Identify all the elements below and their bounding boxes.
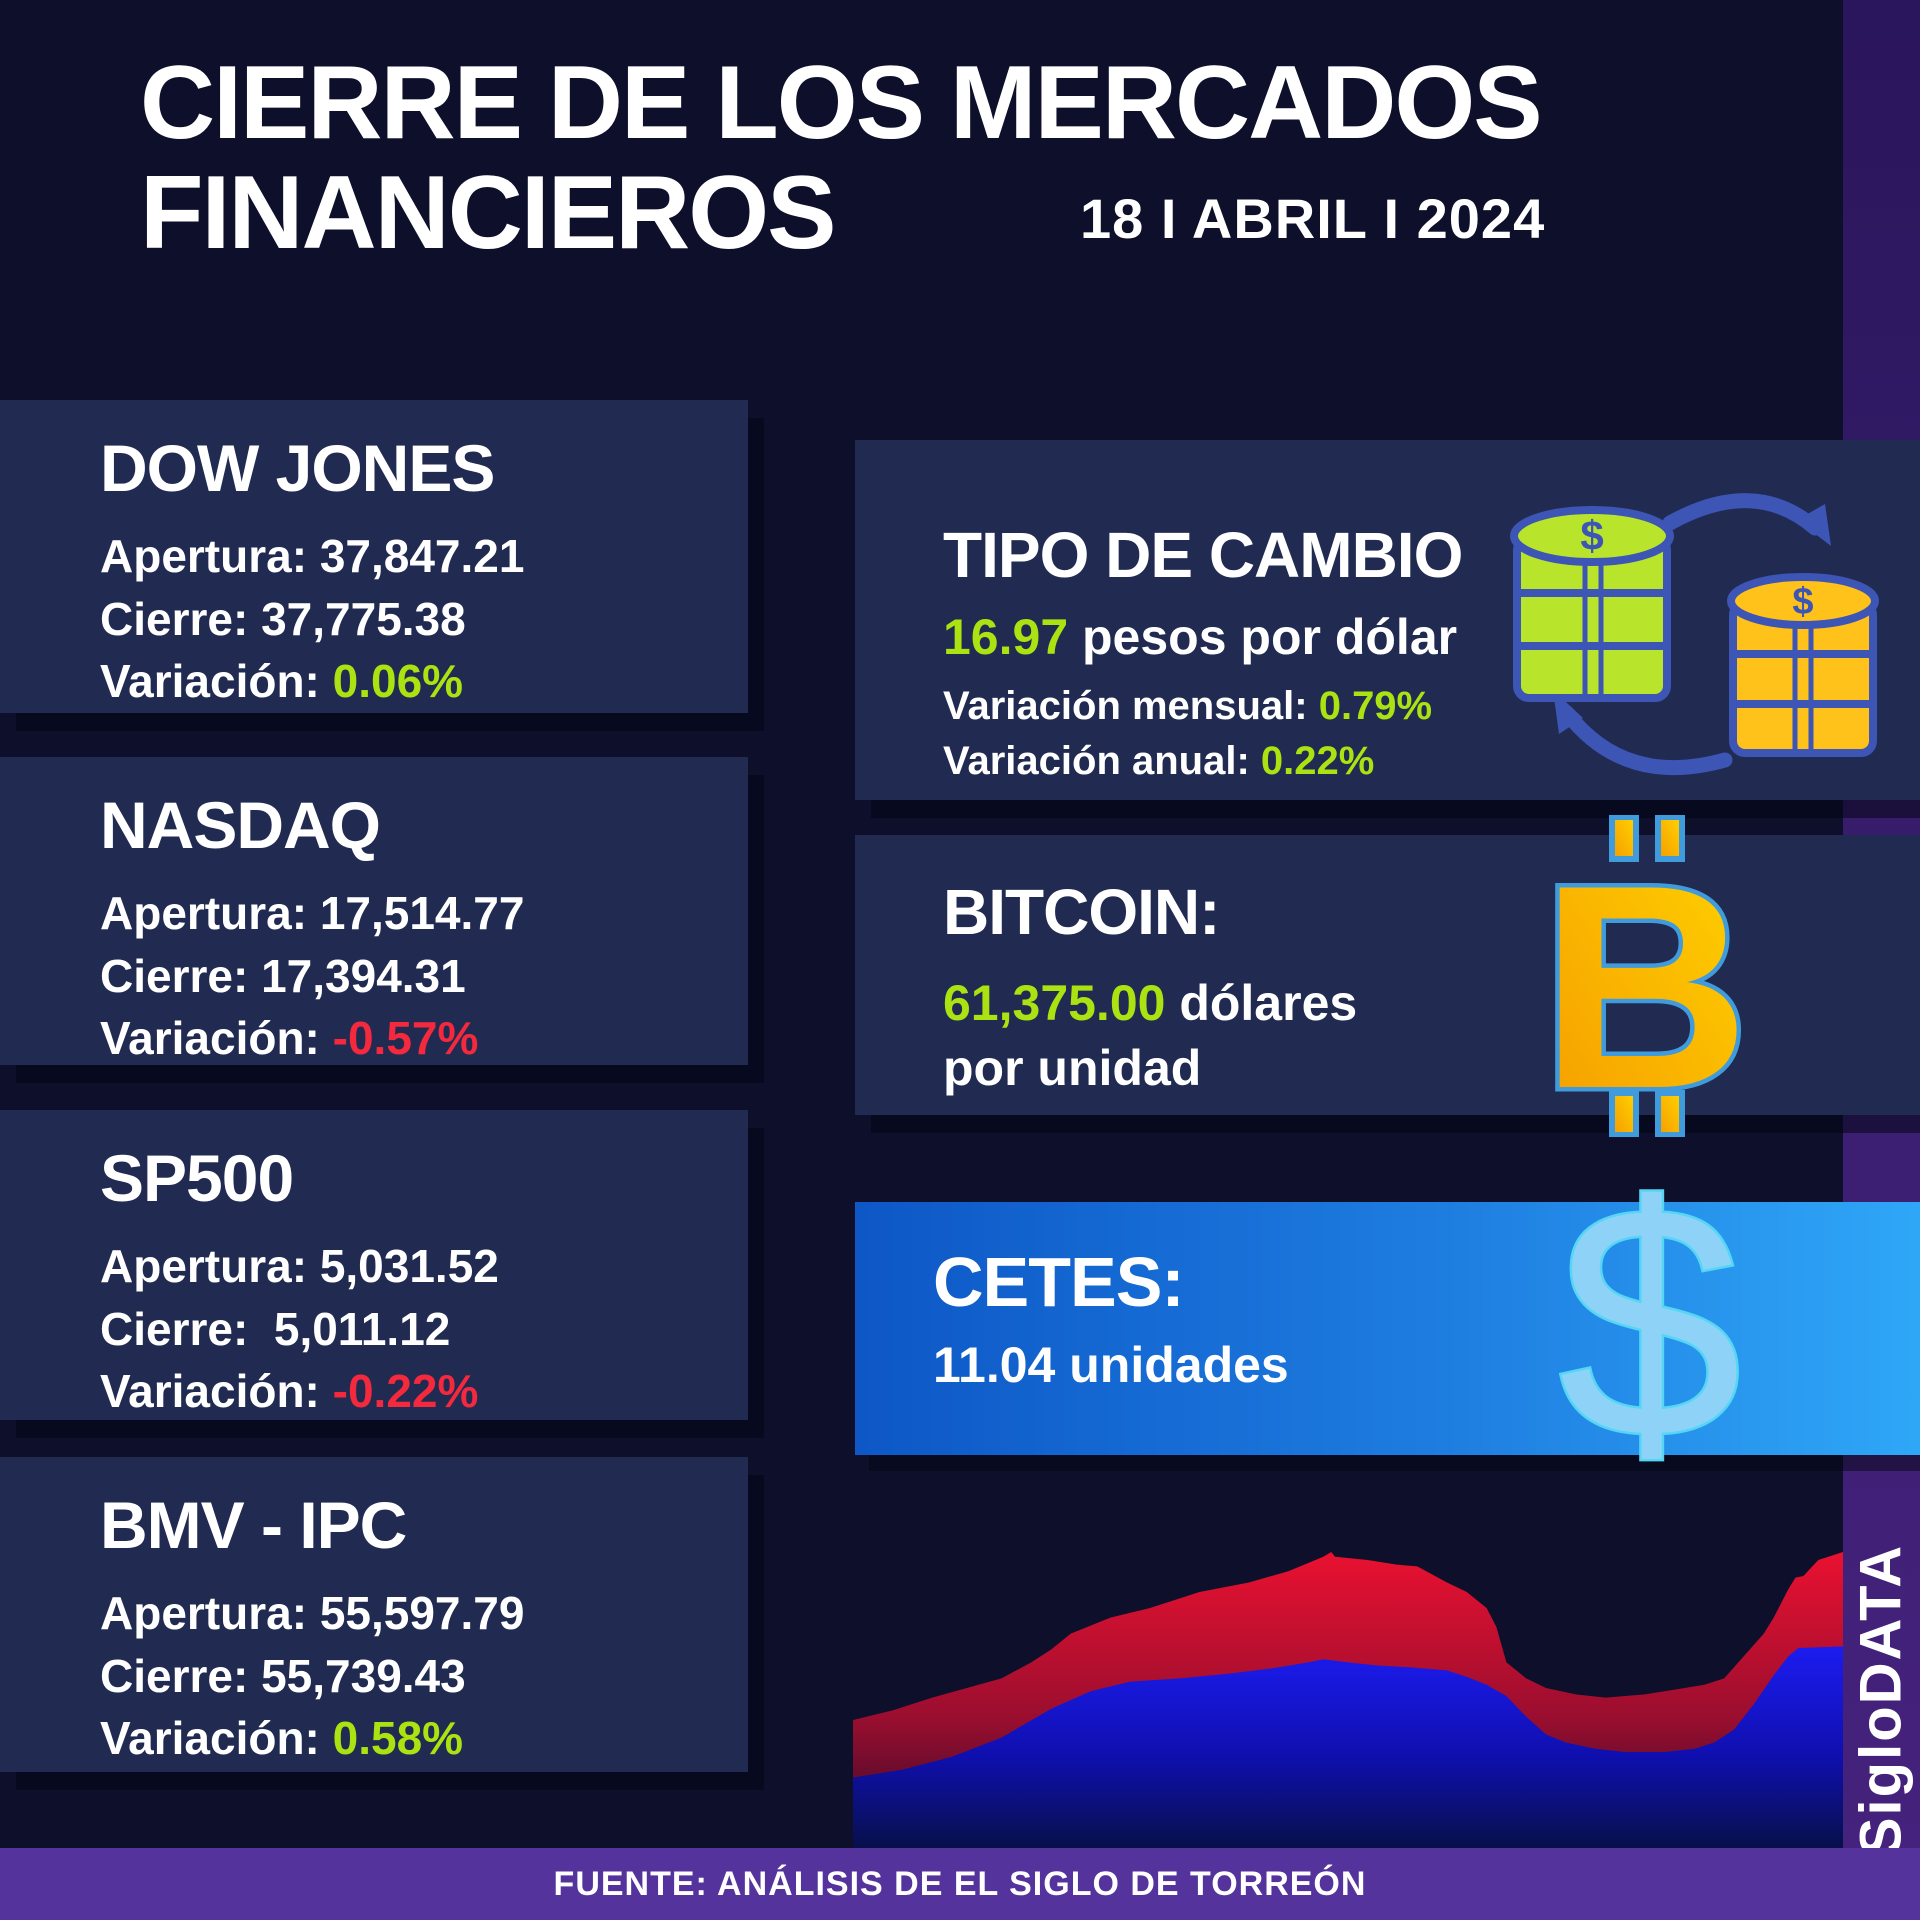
bitcoin-b-glyph: B [1540,825,1749,1137]
variacion-line: Variación: -0.57% [100,1008,728,1069]
cierre-line: Cierre: 17,394.31 [100,946,728,1007]
exchange-monthly-value: 0.79% [1318,684,1433,728]
variacion-label: Variación: [100,655,320,708]
blue-layer [853,1646,1843,1848]
cierre-line: Cierre: 5,011.12 [100,1299,728,1360]
variacion-label: Variación: [100,1012,320,1065]
cierre-label: Cierre: [100,1302,249,1355]
bitcoin-unit-line: por unidad [943,1040,1202,1096]
cierre-line: Cierre: 55,739.43 [100,1646,728,1707]
variacion-value: 0.58% [332,1712,464,1765]
variacion-line: Variación: -0.22% [100,1361,728,1422]
page-title: CIERRE DE LOS MERCADOS FINANCIEROS [140,45,1543,272]
cierre-value: 37,775.38 [261,592,466,645]
cetes-value: 11.04 unidades [933,1337,1289,1393]
variacion-value: -0.22% [332,1365,479,1418]
card-nasdaq: NASDAQ Apertura: 17,514.77 Cierre: 17,39… [0,757,748,1065]
apertura-label: Apertura: [100,887,308,939]
report-date: 18 I ABRIL I 2024 [1080,187,1546,250]
cierre-value: 17,394.31 [261,949,466,1002]
index-name: BMV - IPC [100,1488,407,1562]
card-dow-jones: DOW JONES Apertura: 37,847.21 Cierre: 37… [0,400,748,713]
apertura-label: Apertura: [100,530,308,582]
exchange-monthly-line: Variación mensual: 0.79% [943,684,1920,729]
currency-exchange-icon: $ $ [1510,493,1879,776]
apertura-label: Apertura: [100,1587,308,1639]
bitcoin-price-line: 61,375.00 dólares por unidad [943,971,1920,1101]
cierre-value: 5,011.12 [273,1302,451,1355]
exchange-annual-label: Variación anual: [943,739,1261,783]
apertura-label: Apertura: [100,1240,308,1292]
dollar-glyph: $ [1558,1168,1742,1490]
cierre-label: Cierre: [100,1649,249,1702]
yellow-coin-stack: $ [1727,573,1879,757]
exchange-annual-value: 0.22% [1260,739,1375,783]
coin-dollar-symbol: $ [1792,581,1813,623]
cierre-line: Cierre: 37,775.38 [100,589,728,650]
coin-dollar-symbol: $ [1580,512,1603,559]
area-chart-svg [853,1551,1843,1848]
apertura-line: Apertura: 37,847.21 [100,526,728,587]
bitcoin-icon: B [1536,815,1754,1137]
card-cetes: CETES: 11.04 unidades $ [855,1168,1920,1490]
apertura-value: 17,514.77 [319,887,525,939]
apertura-value: 37,847.21 [319,530,525,582]
source-text: FUENTE: ANÁLISIS DE EL SIGLO DE TORREÓN [553,1864,1367,1903]
cierre-label: Cierre: [100,592,249,645]
exchange-rate-suffix: pesos por dólar [1068,609,1458,665]
page-title-line1: CIERRE DE LOS MERCADOS [140,45,1543,161]
apertura-line: Apertura: 5,031.52 [100,1236,728,1297]
card-tipo-de-cambio: TIPO DE CAMBIO 16.97 pesos por dólar Var… [855,440,1920,800]
index-name: DOW JONES [100,431,495,505]
variacion-line: Variación: 0.58% [100,1708,728,1769]
bitcoin-title: BITCOIN: [943,876,1220,948]
market-silhouette-chart [853,1528,1843,1848]
exchange-title: TIPO DE CAMBIO [943,519,1463,591]
exchange-rate-value: 16.97 [943,609,1069,665]
index-name: NASDAQ [100,788,381,862]
bitcoin-price-value: 61,375.00 [943,975,1166,1031]
card-sp500: SP500 Apertura: 5,031.52 Cierre: 5,011.1… [0,1110,748,1420]
card-bmv-ipc: BMV - IPC Apertura: 55,597.79 Cierre: 55… [0,1457,748,1772]
green-coin-stack: $ [1510,506,1674,702]
cetes-title: CETES: [933,1243,1185,1321]
apertura-value: 5,031.52 [319,1240,499,1292]
apertura-value: 55,597.79 [319,1587,525,1639]
index-name: SP500 [100,1141,294,1215]
variacion-line: Variación: 0.06% [100,651,728,712]
variacion-label: Variación: [100,1365,320,1418]
variacion-value: -0.57% [332,1012,479,1065]
cierre-value: 55,739.43 [261,1649,466,1702]
exchange-monthly-label: Variación mensual: [943,684,1319,728]
bitcoin-price-suffix: dólares [1165,975,1358,1031]
cierre-label: Cierre: [100,949,249,1002]
dollar-sign-icon: $ [1556,1168,1745,1490]
page-title-line2: FINANCIEROS [140,155,836,272]
card-bitcoin: BITCOIN: 61,375.00 dólares por unidad B [855,815,1920,1137]
exchange-annual-line: Variación anual: 0.22% [943,739,1920,784]
footer-bar: FUENTE: ANÁLISIS DE EL SIGLO DE TORREÓN [0,1848,1920,1920]
apertura-line: Apertura: 17,514.77 [100,883,728,944]
variacion-label: Variación: [100,1712,320,1765]
apertura-line: Apertura: 55,597.79 [100,1583,728,1644]
variacion-value: 0.06% [332,655,464,708]
siglodata-brand: SigloDATA [1848,1543,1914,1857]
exchange-rate-line: 16.97 pesos por dólar [943,608,1920,666]
